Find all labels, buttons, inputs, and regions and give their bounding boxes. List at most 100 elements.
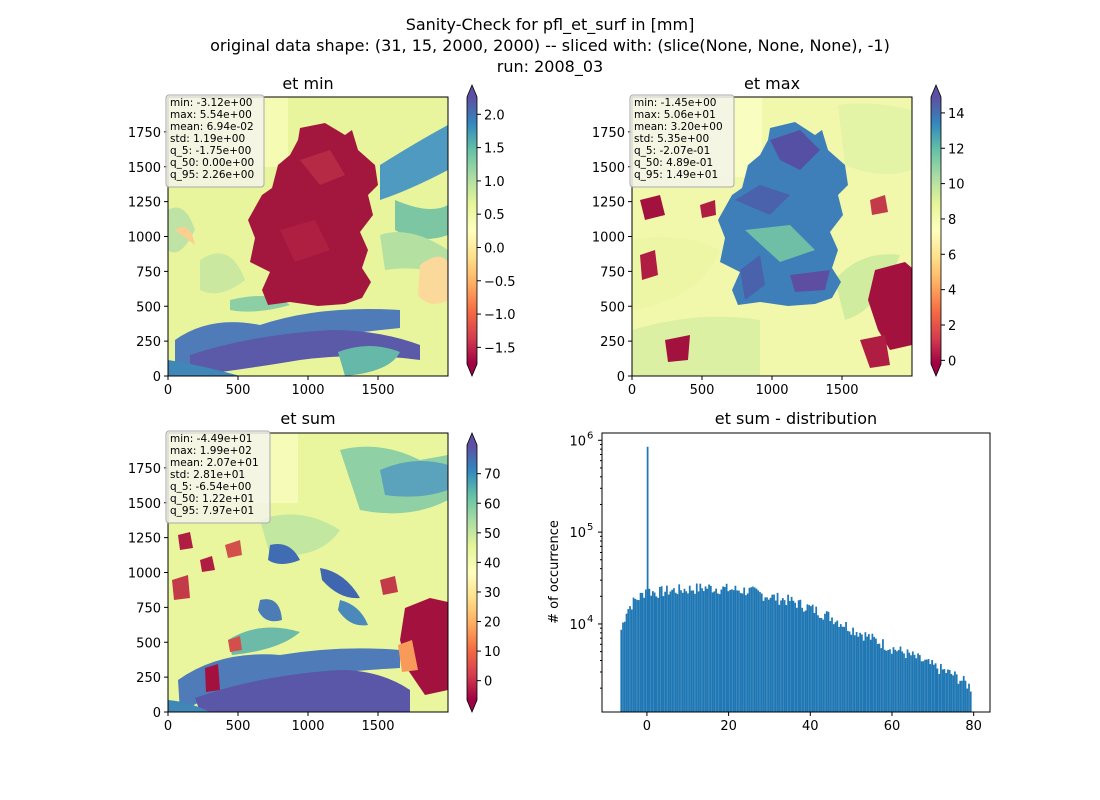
panel-et-sum: et sum 0 500 1000 1500 025: [128, 409, 501, 734]
figure-title-line-1: Sanity-Check for pfl_et_surf in [mm]: [406, 15, 695, 35]
y-tick-label: 1750: [128, 462, 161, 477]
histogram-bar: [836, 620, 839, 712]
histogram-bar: [950, 673, 953, 712]
histogram-bar: [778, 604, 781, 712]
y-tick-label: 1250: [592, 196, 625, 211]
histogram-bar: [704, 586, 707, 712]
histogram-bar: [850, 634, 853, 712]
histogram-bar: [955, 674, 958, 712]
histogram-bar: [906, 649, 909, 712]
histogram-bar: [750, 587, 753, 712]
histogram-bar: [655, 596, 658, 712]
histogram-bar: [720, 589, 723, 712]
histogram-bar: [760, 593, 763, 712]
histogram-bar: [934, 663, 937, 712]
histogram-bar: [876, 643, 879, 712]
histogram-bar: [857, 636, 860, 712]
histogram-bar: [731, 589, 733, 712]
y-tick-label: 750: [136, 265, 161, 280]
histogram-bar: [810, 606, 812, 712]
y-axis: 0 250 500 750 1000 1250 1500 1750: [592, 126, 632, 385]
histogram-bar: [636, 599, 638, 712]
stats-box: min: -4.49e+01 max: 1.99e+02 mean: 2.07e…: [165, 430, 271, 524]
histogram-bar: [673, 588, 675, 712]
histogram-bar: [787, 594, 789, 712]
histogram-bar: [680, 590, 682, 712]
y-tick-label: 0: [617, 370, 625, 385]
histogram-frame: [601, 432, 991, 713]
histogram-bar: [762, 600, 765, 712]
histogram-bar: [674, 592, 677, 712]
histogram-bar: [941, 669, 944, 712]
histogram-bar: [637, 600, 640, 712]
histogram-bar: [651, 591, 654, 712]
heatmap-et-sum: [168, 433, 448, 712]
histogram-bar: [702, 591, 705, 712]
histogram-bar: [716, 593, 719, 712]
stat-line: q_95: 7.97e+01: [170, 505, 254, 517]
x-tick-label: 0: [164, 719, 172, 734]
histogram-bar: [910, 655, 912, 712]
histogram-bar: [824, 613, 826, 712]
histogram-bar: [788, 601, 791, 712]
histogram-bar: [757, 590, 760, 712]
panel-title: et min: [282, 74, 333, 93]
histogram-bar: [829, 620, 832, 712]
histogram-bar: [945, 672, 948, 712]
colorbar-et-max: 0 2 4 6 8 10 12 14: [930, 83, 965, 378]
histogram-bar: [794, 602, 796, 712]
stats-box: min: -3.12e+00 max: 5.54e+00 mean: 6.94e…: [165, 94, 265, 188]
histogram-bar: [818, 617, 821, 712]
y-tick-exponent: 4: [587, 614, 593, 625]
histogram-bar: [627, 609, 630, 712]
histogram-bar: [918, 655, 921, 712]
histogram-bar: [773, 594, 775, 712]
stat-line: min: -1.45e+00: [634, 97, 716, 109]
histogram-bar: [957, 683, 960, 712]
x-tick-label: 500: [226, 383, 251, 398]
histogram-bar: [796, 607, 798, 712]
colorbar-tick-label: 12: [948, 142, 965, 157]
x-tick-label: 1500: [825, 383, 858, 398]
colorbar-tick-label: −1.5: [484, 341, 516, 356]
stat-line: q_95: 2.26e+00: [170, 169, 254, 181]
histogram-bar: [701, 588, 703, 712]
histogram-bar: [683, 588, 686, 712]
histogram-bar: [920, 661, 923, 712]
stat-line: min: -3.12e+00: [170, 97, 252, 109]
y-tick-label: 1000: [128, 567, 161, 582]
histogram-bar: [659, 586, 661, 712]
stat-line: max: 1.99e+02: [170, 445, 252, 457]
x-tick-label: 1000: [291, 719, 324, 734]
histogram-bar: [924, 659, 926, 712]
histogram-bar: [834, 622, 837, 712]
histogram-bar: [866, 636, 869, 712]
y-tick-label: 1500: [128, 161, 161, 176]
x-tick-label: 80: [965, 719, 982, 734]
histogram-bar: [662, 596, 665, 712]
histogram-bar: [623, 621, 626, 712]
x-tick-label: 60: [884, 719, 901, 734]
histogram-bar: [911, 651, 914, 712]
stats-box: min: -1.45e+00 max: 5.06e+01 mean: 3.20e…: [629, 94, 735, 188]
histogram-bar: [873, 636, 876, 712]
x-axis: 0 500 1000 1500: [164, 376, 395, 398]
histogram-bar: [687, 593, 689, 712]
histogram-bar: [688, 585, 691, 712]
histogram-bar: [748, 587, 751, 712]
x-tick-label: 0: [628, 383, 636, 398]
histogram-bar: [741, 593, 744, 712]
histogram-bar: [792, 600, 795, 712]
histogram-bar: [785, 605, 788, 712]
histogram-bar: [927, 659, 930, 712]
colorbar-tick-label: −1.0: [484, 308, 516, 323]
panel-et-min: et min 0 500 1000 1500 0 250 500 750 1000 1250 15…: [128, 74, 516, 398]
histogram-bar: [817, 615, 819, 712]
histogram-bar: [641, 592, 644, 712]
histogram-bar: [938, 674, 941, 712]
histogram-bar: [869, 639, 872, 712]
y-tick-label: 500: [600, 300, 625, 315]
histogram-bar: [745, 595, 747, 712]
colorbar-tick-label: 1.0: [484, 175, 505, 190]
